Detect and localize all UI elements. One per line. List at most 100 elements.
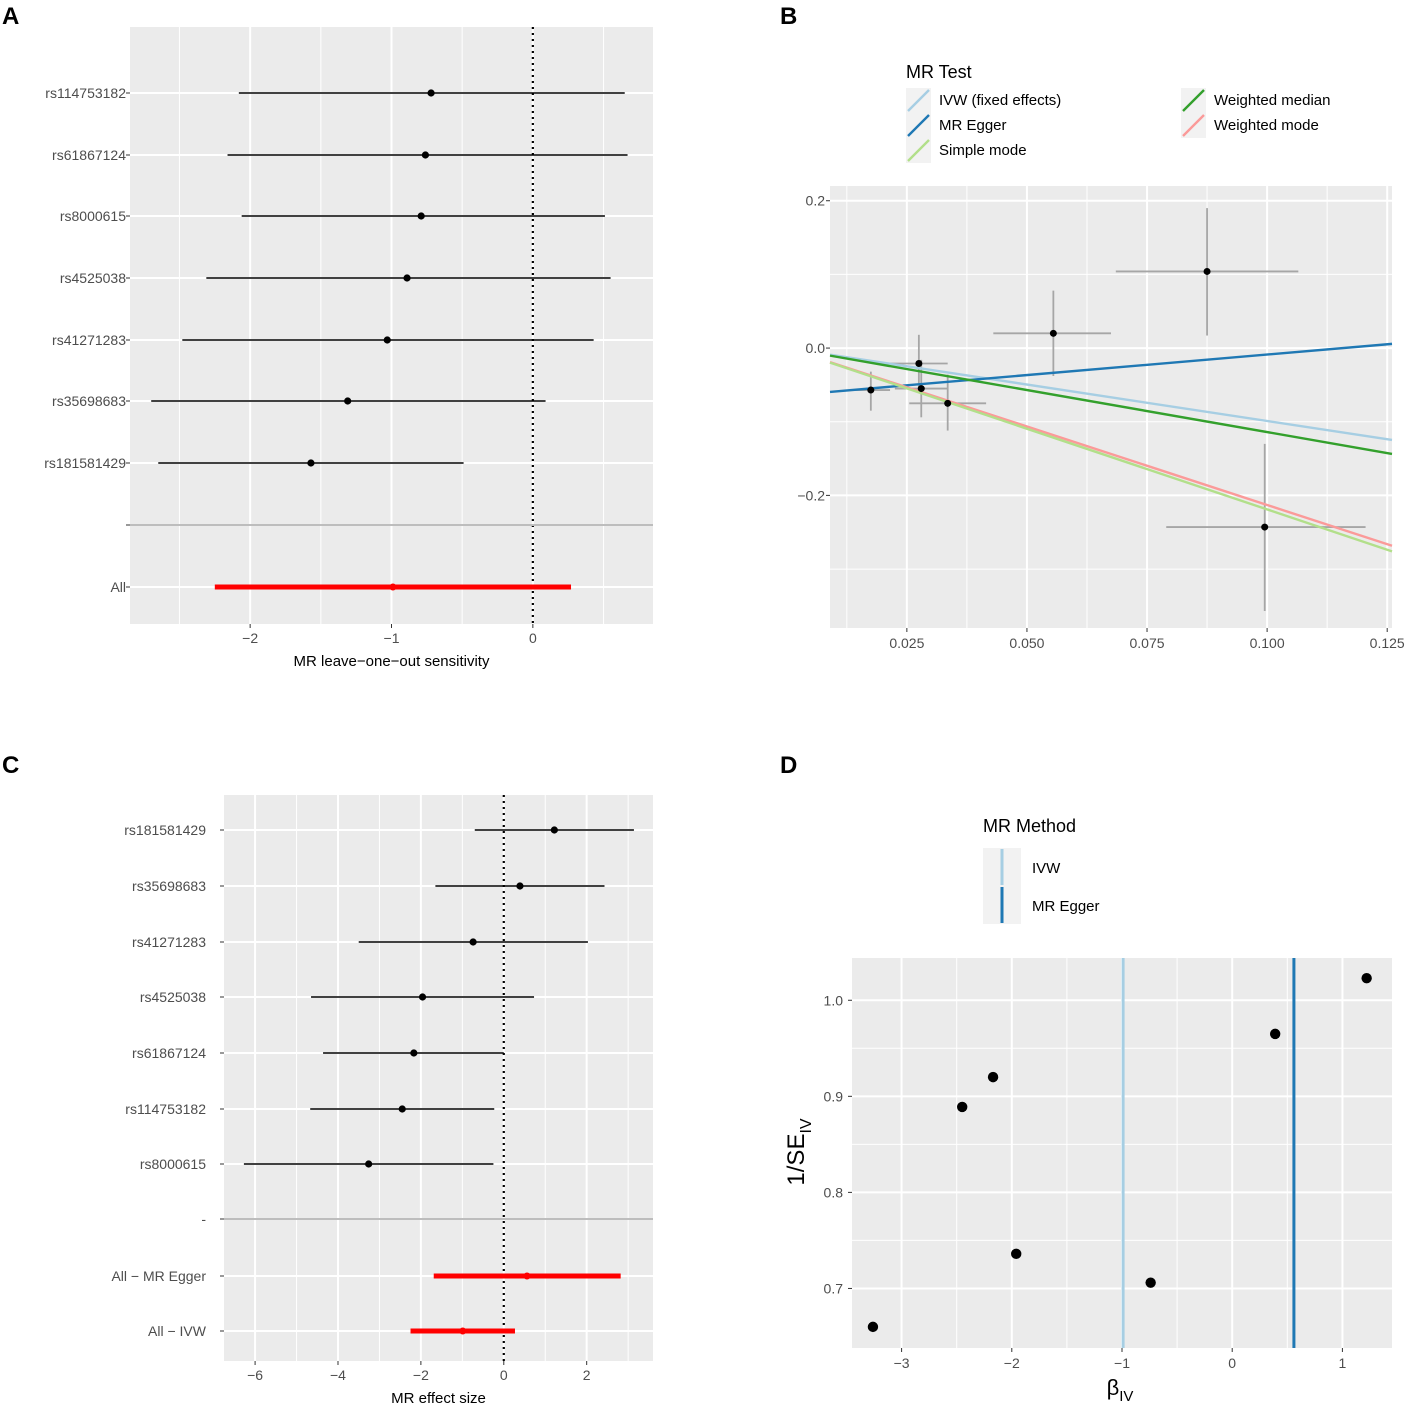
legend-label: IVW (fixed effects): [939, 92, 1061, 109]
row-label: rs4525038: [60, 270, 126, 286]
snp-point: [417, 212, 425, 220]
x-axis-title: MR leave−one−out sensitivity: [294, 653, 490, 670]
panel-letter-c: C: [2, 752, 19, 779]
legend-label: Weighted median: [1214, 92, 1330, 109]
legend-title: MR Method: [983, 816, 1076, 836]
snp-point: [1049, 329, 1057, 337]
snp-point: [410, 1049, 418, 1057]
row-label: rs35698683: [52, 393, 126, 409]
legend-label: MR Egger: [939, 117, 1007, 134]
y-axis-title: 1/SEIV: [783, 1118, 815, 1185]
y-tick-label: −0.2: [797, 487, 825, 503]
legend-key-line: [907, 89, 930, 112]
x-tick-label: 2: [583, 1367, 591, 1383]
snp-point: [1261, 523, 1269, 531]
snp-point: [427, 89, 435, 97]
row-label: rs61867124: [132, 1045, 206, 1061]
snp-point: [1011, 1248, 1022, 1260]
x-tick-label: 0.050: [1009, 635, 1044, 651]
snp-point: [550, 826, 558, 834]
legend-key-line: [1182, 114, 1205, 137]
row-label: All − MR Egger: [111, 1268, 206, 1284]
regression-line-mr-egger: [829, 342, 1393, 394]
snp-point: [1203, 267, 1211, 275]
snp-point: [944, 399, 952, 407]
x-tick-label: −4: [330, 1367, 346, 1383]
row-label: rs8000615: [140, 1156, 206, 1172]
snp-point: [469, 938, 477, 946]
regression-line-weighted-median: [829, 354, 1393, 456]
regression-line-ivw-fixed-effects: [829, 353, 1393, 442]
row-label: rs4525038: [140, 989, 206, 1005]
row-label: rs8000615: [60, 208, 126, 224]
plot-background: [830, 186, 1392, 628]
x-tick-label: 0.125: [1370, 635, 1405, 651]
legend-title: MR Test: [906, 62, 972, 82]
x-axis-title: MR effect size: [391, 1390, 486, 1407]
x-tick-label: −1: [384, 630, 400, 646]
x-axis-title-main: β: [1107, 1375, 1120, 1400]
snp-point: [365, 1160, 373, 1168]
row-label: rs114753182: [45, 85, 126, 101]
row-label: rs41271283: [52, 332, 126, 348]
row-label: All − IVW: [148, 1323, 207, 1339]
snp-point: [917, 385, 925, 393]
regression-line-simple-mode: [829, 361, 1393, 553]
summary-point: [523, 1272, 531, 1280]
x-axis-title-subscript: IV: [1119, 1388, 1133, 1405]
x-tick-label: 0: [500, 1367, 508, 1383]
snp-point: [867, 1321, 879, 1333]
row-label: All: [110, 579, 126, 595]
panel-letter-b: B: [780, 3, 797, 30]
leave-one-out-forest-plot: rs114753182 rs61867124 rs8000615 rs4525038 r…: [44, 27, 653, 670]
row-label: rs35698683: [132, 878, 206, 894]
y-tick-label: 0.0: [806, 340, 826, 356]
legend-key-line: [907, 139, 930, 162]
row-label: rs41271283: [132, 934, 206, 950]
summary-point: [459, 1327, 467, 1335]
snp-point: [383, 336, 391, 344]
panel-letter-a: A: [2, 3, 19, 30]
snp-point: [344, 397, 352, 405]
x-tick-label: −2: [413, 1367, 429, 1383]
legend-key-line: [1182, 89, 1205, 112]
x-tick-label: 0.025: [889, 635, 924, 651]
y-axis-title-subscript: IV: [798, 1118, 815, 1133]
y-tick-label: 0.8: [824, 1184, 844, 1200]
y-tick-label: 0.7: [824, 1280, 844, 1296]
snp-point: [403, 274, 411, 282]
y-axis-title-main: 1/SE: [783, 1134, 810, 1186]
legend-label: Simple mode: [939, 142, 1027, 159]
x-tick-label: 1: [1339, 1355, 1347, 1371]
row-label: rs181581429: [44, 455, 126, 471]
snp-point: [867, 386, 875, 394]
legend-label: IVW: [1032, 860, 1061, 877]
legend-label: Weighted mode: [1214, 117, 1319, 134]
x-tick-label: 0.075: [1130, 635, 1165, 651]
snp-point: [1361, 972, 1372, 984]
x-tick-label: 0: [529, 630, 537, 646]
mr-scatter-plot: 0.025 0.050 0.075 0.100 0.125 −0.2 0.0 0.2 MR Te…: [797, 62, 1405, 651]
y-tick-label: 0.9: [824, 1088, 844, 1104]
snp-point: [398, 1105, 406, 1113]
snp-point: [1269, 1028, 1281, 1040]
x-tick-label: 0: [1228, 1355, 1236, 1371]
plot-background: [224, 795, 653, 1361]
row-label: rs181581429: [124, 822, 206, 838]
snp-point: [957, 1101, 968, 1113]
x-tick-label: −1: [1114, 1355, 1130, 1371]
panel-letter-d: D: [780, 752, 797, 779]
snp-point: [307, 459, 315, 467]
single-snp-forest-plot: rs181581429 rs35698683 rs41271283 rs4525038…: [111, 795, 653, 1407]
x-axis-title: βIV: [1107, 1375, 1134, 1405]
x-tick-label: −6: [247, 1367, 263, 1383]
snp-point: [421, 151, 430, 159]
x-tick-label: 0.100: [1250, 635, 1285, 651]
x-tick-label: −2: [242, 630, 258, 646]
snp-point: [915, 360, 923, 368]
snp-point: [1145, 1277, 1156, 1288]
x-tick-label: −3: [894, 1355, 910, 1371]
legend-key-line: [907, 114, 930, 137]
